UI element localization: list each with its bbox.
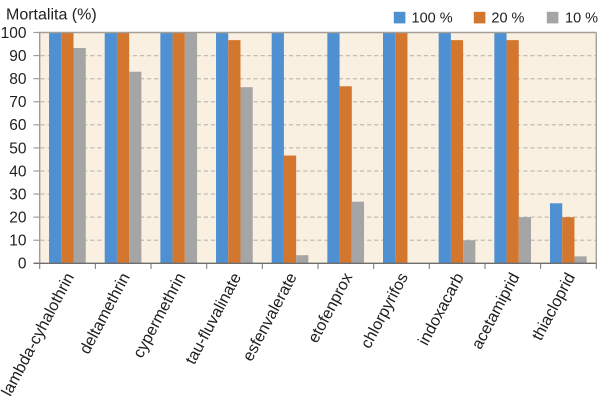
svg-text:chlorpyrifos: chlorpyrifos: [357, 270, 412, 352]
svg-text:100: 100: [1, 25, 27, 42]
svg-text:70: 70: [9, 94, 27, 111]
svg-text:90: 90: [9, 48, 27, 65]
svg-text:Mortalita (%): Mortalita (%): [6, 7, 97, 24]
svg-text:40: 40: [9, 163, 27, 180]
svg-text:20 %: 20 %: [491, 11, 524, 27]
svg-text:60: 60: [9, 117, 27, 134]
svg-text:deltamethrin: deltamethrin: [76, 270, 134, 357]
svg-text:10: 10: [9, 233, 27, 250]
svg-text:etofenprox: etofenprox: [305, 270, 357, 346]
svg-text:50: 50: [9, 140, 27, 157]
svg-text:thiacloprid: thiacloprid: [528, 270, 579, 344]
svg-text:80: 80: [9, 71, 27, 88]
svg-text:100 %: 100 %: [412, 11, 453, 27]
svg-text:indoxacarb: indoxacarb: [415, 270, 468, 348]
svg-text:tau-fluvalinate: tau-fluvalinate: [182, 270, 245, 367]
svg-text:0: 0: [18, 256, 27, 273]
svg-text:30: 30: [9, 186, 27, 203]
svg-text:acetamiprid: acetamiprid: [468, 270, 523, 352]
svg-text:10 %: 10 %: [565, 11, 598, 27]
svg-text:cypermethrin: cypermethrin: [130, 270, 190, 361]
svg-text:20: 20: [9, 210, 27, 227]
svg-text:esfenvalerate: esfenvalerate: [239, 270, 301, 364]
svg-text:lambda-cyhalothrin: lambda-cyhalothrin: [0, 270, 78, 399]
